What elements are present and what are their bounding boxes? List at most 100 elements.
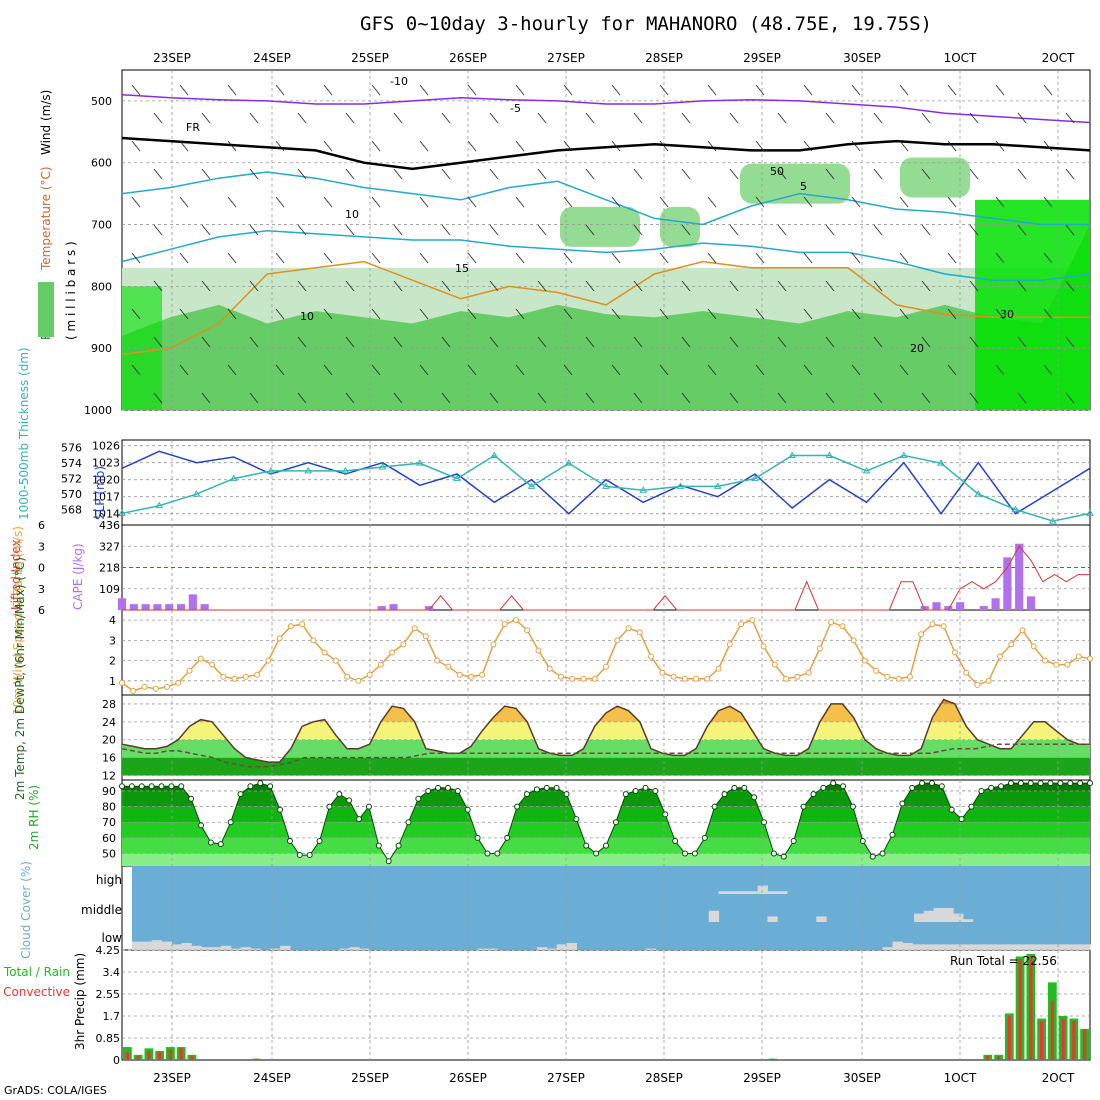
wind-barb	[153, 112, 163, 124]
rh-marker	[593, 850, 600, 857]
cape-bar	[153, 604, 162, 610]
wind-tick-label: 3	[109, 634, 116, 647]
precip-axis-label: 3hr Precip (mm)	[73, 953, 87, 1050]
precip-convective-bar	[1061, 1018, 1065, 1060]
wind-barb	[515, 364, 525, 376]
slp-tick-label: 1017	[92, 491, 120, 504]
wind-speed-marker	[276, 635, 283, 642]
wind-speed-marker	[467, 673, 474, 680]
wind-barb	[873, 224, 883, 236]
rh-marker	[938, 783, 945, 790]
rh-marker	[968, 803, 975, 810]
bottom-date-label: 1OCT	[944, 1071, 977, 1085]
wind-speed-marker	[152, 685, 159, 692]
cloud-bar	[230, 948, 242, 950]
wind-barb	[755, 308, 765, 320]
rh-marker	[573, 816, 580, 823]
cloud-bar	[728, 891, 739, 894]
credit-label: GrADS: COLA/IGES	[4, 1084, 107, 1097]
precip-convective-bar	[254, 1058, 259, 1060]
precip-convective-bar	[1039, 1021, 1044, 1060]
precip-convective-bar	[190, 1056, 194, 1060]
wind-barb	[585, 336, 595, 348]
cloud-bar	[767, 916, 778, 922]
wind-barb	[947, 196, 957, 208]
rh-marker	[464, 806, 471, 813]
precip-convective-bar	[996, 1056, 1001, 1060]
rh-marker	[257, 780, 264, 787]
wind-barb	[1017, 392, 1027, 404]
panel-frame-precip_3hr	[121, 949, 1091, 1061]
wind-barb	[995, 252, 1005, 264]
cape-tick-label: 436	[99, 519, 120, 532]
wind-speed-marker	[164, 683, 171, 690]
cloud-bar	[718, 891, 729, 894]
rh-marker	[612, 819, 619, 826]
wind-barb	[611, 196, 621, 208]
wind-barb	[563, 308, 573, 320]
wind-tick-label: 1	[109, 675, 116, 688]
cloud-bar	[1070, 944, 1081, 950]
wind-barb	[659, 84, 669, 96]
cape-bar	[920, 606, 929, 610]
wind-barb	[921, 392, 931, 404]
thickness-marker	[1011, 505, 1020, 513]
rh-marker	[652, 787, 659, 794]
wind-barb	[1017, 224, 1027, 236]
wind-speed-marker	[366, 671, 373, 678]
temperature-axis-label: Temperature (°C)	[39, 166, 53, 271]
cloud-bar	[546, 948, 558, 950]
rh-marker	[978, 787, 985, 794]
wind-barb	[563, 364, 573, 376]
cloud-bar	[931, 944, 943, 950]
cloud-bar	[747, 891, 759, 894]
temperature-line	[121, 698, 1090, 763]
wind-speed-marker	[400, 641, 407, 648]
cloud-bar	[1060, 944, 1071, 950]
cloud-bar	[933, 908, 944, 922]
rh-marker	[770, 850, 777, 857]
precip-convective-bar	[179, 1048, 183, 1060]
wind-barb	[275, 364, 285, 376]
cloud-bar	[738, 891, 749, 894]
cape-bar	[141, 604, 150, 610]
rh-marker	[909, 784, 916, 791]
wind-speed-marker	[614, 637, 621, 644]
wind-barb	[947, 252, 957, 264]
rh-band	[122, 806, 1090, 823]
wind-barb	[873, 280, 883, 292]
wind-barb	[899, 84, 909, 96]
wind-barb	[995, 364, 1005, 376]
wind-barb	[729, 280, 739, 292]
cloud-bar	[339, 948, 350, 950]
cloud-bar	[250, 948, 261, 950]
rh-shade-saturated	[975, 199, 1090, 410]
wind-barb	[729, 168, 739, 180]
wind-speed-marker	[512, 617, 519, 624]
top-date-label: 30SEP	[843, 51, 881, 65]
wind-barb	[393, 168, 403, 180]
cloud-bar	[349, 947, 360, 950]
precip-tick-label: 3.4	[103, 966, 121, 979]
wind-barb	[393, 112, 403, 124]
rh-tick-label: 70	[102, 816, 116, 829]
rh-marker	[217, 841, 224, 848]
wind-barb	[585, 112, 595, 124]
wind-barb	[969, 280, 979, 292]
wind-barb	[323, 84, 333, 96]
rh-marker	[998, 783, 1005, 790]
rh-tick-label: 90	[102, 785, 116, 798]
wind-barb	[227, 196, 237, 208]
contour-label: 20	[910, 342, 924, 355]
rh-marker	[138, 783, 145, 790]
wind-speed-marker	[940, 623, 947, 630]
wind-barb	[707, 364, 717, 376]
cape-bar	[424, 606, 434, 610]
wind-speed-marker	[546, 665, 553, 672]
cloud-bar	[923, 910, 935, 922]
cloud-high-label: high	[96, 873, 122, 887]
wind-speed-marker	[321, 649, 328, 656]
wind-speed-marker	[1030, 643, 1037, 650]
wind-barb	[153, 280, 163, 292]
wind-barb	[633, 336, 643, 348]
